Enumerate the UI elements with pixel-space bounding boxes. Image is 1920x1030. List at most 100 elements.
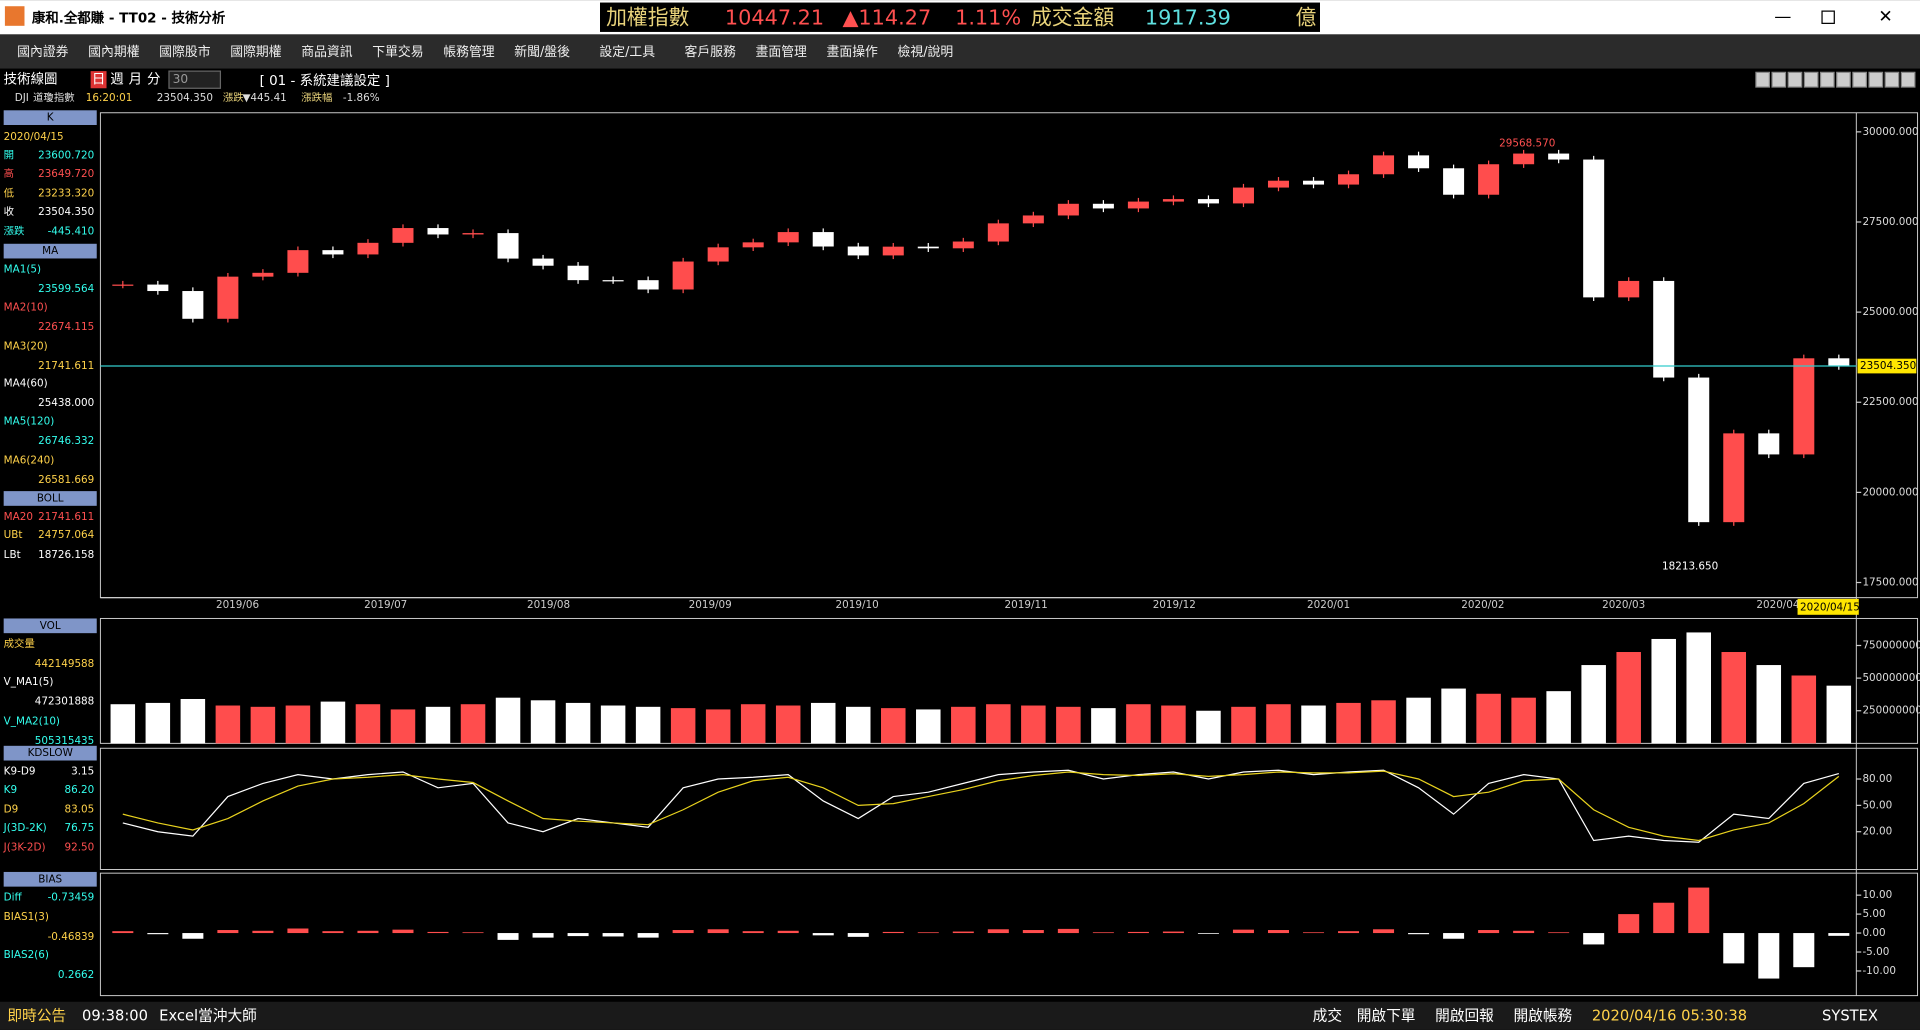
volume-bar [1546, 691, 1571, 744]
tool-icon[interactable] [1884, 71, 1900, 88]
tool-icon[interactable] [1900, 71, 1916, 88]
volume-bar [495, 697, 521, 744]
status-item[interactable]: 成交 [1313, 1006, 1343, 1024]
candle [777, 232, 799, 243]
tool-icon[interactable] [1787, 71, 1803, 88]
volume-bar [1266, 704, 1291, 744]
row-label: 收 [4, 205, 15, 218]
date-box [1797, 598, 1859, 615]
tool-icon[interactable] [1755, 71, 1770, 88]
period-button[interactable]: 週 [110, 72, 123, 88]
candle [252, 272, 274, 277]
maximize[interactable] [1821, 10, 1835, 24]
menu-item[interactable]: 國際股市 [159, 44, 211, 60]
row-value: -0.46839 [48, 931, 95, 943]
candle [1828, 358, 1850, 367]
x-tick-label: 2020/01 [1307, 599, 1350, 611]
row-label: 開 [4, 150, 14, 162]
candle [637, 280, 659, 290]
volume-bar [180, 698, 206, 744]
tool-icon[interactable] [1771, 71, 1787, 88]
menu-item[interactable]: 畫面操作 [827, 44, 879, 60]
tool-icon[interactable] [1803, 71, 1819, 88]
menu-item[interactable]: 畫面管理 [756, 45, 808, 60]
bias-bar [1338, 931, 1360, 934]
menu-item[interactable]: 設定/工具 [599, 44, 655, 60]
ticker-item: 加權指數 [606, 5, 689, 29]
count-value[interactable]: 30 [173, 72, 189, 86]
panel-frame [99, 872, 1919, 997]
period-button[interactable]: 月 [129, 73, 142, 88]
x-tick-label: 2019/07 [364, 599, 407, 611]
ticker-item: ▲114.27 [842, 5, 931, 29]
row-label: 2020/04/15 [4, 131, 64, 143]
minimize[interactable]: — [1774, 7, 1791, 27]
bias-bar [112, 931, 134, 934]
menu-item[interactable]: 國內證券 [17, 44, 69, 60]
candle [1232, 187, 1254, 204]
menu-item[interactable]: 新聞/盤後 [514, 44, 570, 60]
row-label: MA3(20) [4, 341, 48, 353]
volume-bar [705, 709, 731, 744]
candle [882, 246, 904, 256]
candle [1373, 155, 1395, 175]
tool-icon[interactable] [1819, 71, 1835, 88]
volume-bar [670, 708, 696, 744]
menu-item[interactable]: 帳務管理 [443, 45, 495, 60]
bias-bar [147, 933, 169, 935]
last-price-label: 23504.350 [1860, 360, 1916, 372]
volume-bar [285, 705, 311, 744]
period-button[interactable]: 日 [92, 73, 105, 88]
candle [1478, 164, 1500, 195]
status-item[interactable]: 開啟下單 [1357, 1007, 1416, 1024]
status-item[interactable]: 開啟回報 [1435, 1007, 1494, 1024]
y-tick-label: 5.00 [1862, 908, 1885, 920]
menu-item[interactable]: 客戶服務 [684, 44, 736, 60]
candle [462, 233, 484, 235]
row-label: V_MA2(10) [4, 715, 60, 727]
row-label: BIAS1(3) [4, 911, 49, 923]
tool-icon[interactable] [1836, 71, 1851, 88]
candle [952, 241, 974, 249]
section-header [3, 745, 97, 761]
close[interactable]: ✕ [1878, 7, 1892, 27]
menu-item[interactable]: 下單交易 [372, 44, 423, 60]
menu-item[interactable]: 國內期權 [88, 45, 140, 60]
candle [1653, 280, 1675, 378]
row-label: K9-D9 [4, 766, 36, 778]
period-button[interactable]: 分 [147, 72, 160, 88]
candle [1758, 433, 1780, 455]
bias-bar [392, 929, 414, 934]
panel-frame [99, 747, 1919, 870]
volume-bar [390, 709, 416, 744]
tool-icon[interactable] [1852, 71, 1867, 88]
setting[interactable]: [ 01 - 系統建議設定 ] [260, 73, 390, 89]
y-tick-label: 30000.000 [1862, 126, 1918, 138]
candle [1162, 199, 1184, 202]
section-header [3, 243, 97, 259]
section-title: BOLL [37, 492, 64, 504]
volume-bar [775, 705, 801, 744]
last-price-box [1857, 358, 1917, 374]
row-label: MA2(10) [4, 301, 48, 313]
candle [1303, 180, 1325, 185]
tool-icon[interactable] [1868, 71, 1884, 88]
candle [812, 232, 834, 247]
menu-item[interactable]: 檢視/說明 [898, 44, 954, 60]
section-title: K [47, 112, 55, 124]
menu-item[interactable]: 商品資訊 [301, 45, 353, 60]
volume-bar [1301, 705, 1326, 744]
volume-bar [355, 704, 381, 744]
ticker-item: 10447.21 [725, 5, 824, 29]
menu-item[interactable]: 國際期權 [230, 45, 282, 60]
status-item[interactable]: 開啟帳務 [1513, 1007, 1572, 1024]
row-label: K9 [4, 784, 17, 796]
volume-bar [810, 702, 836, 744]
candle [1267, 180, 1289, 188]
info-item: DJI [15, 92, 29, 104]
ticker-item: 1917.39 [1145, 5, 1231, 29]
status-item: SYSTEX [1822, 1007, 1878, 1024]
row-label: 低 [4, 187, 15, 200]
status-item: Excel當沖大師 [159, 1007, 257, 1024]
y-tick-label: 25000.000 [1862, 306, 1918, 318]
